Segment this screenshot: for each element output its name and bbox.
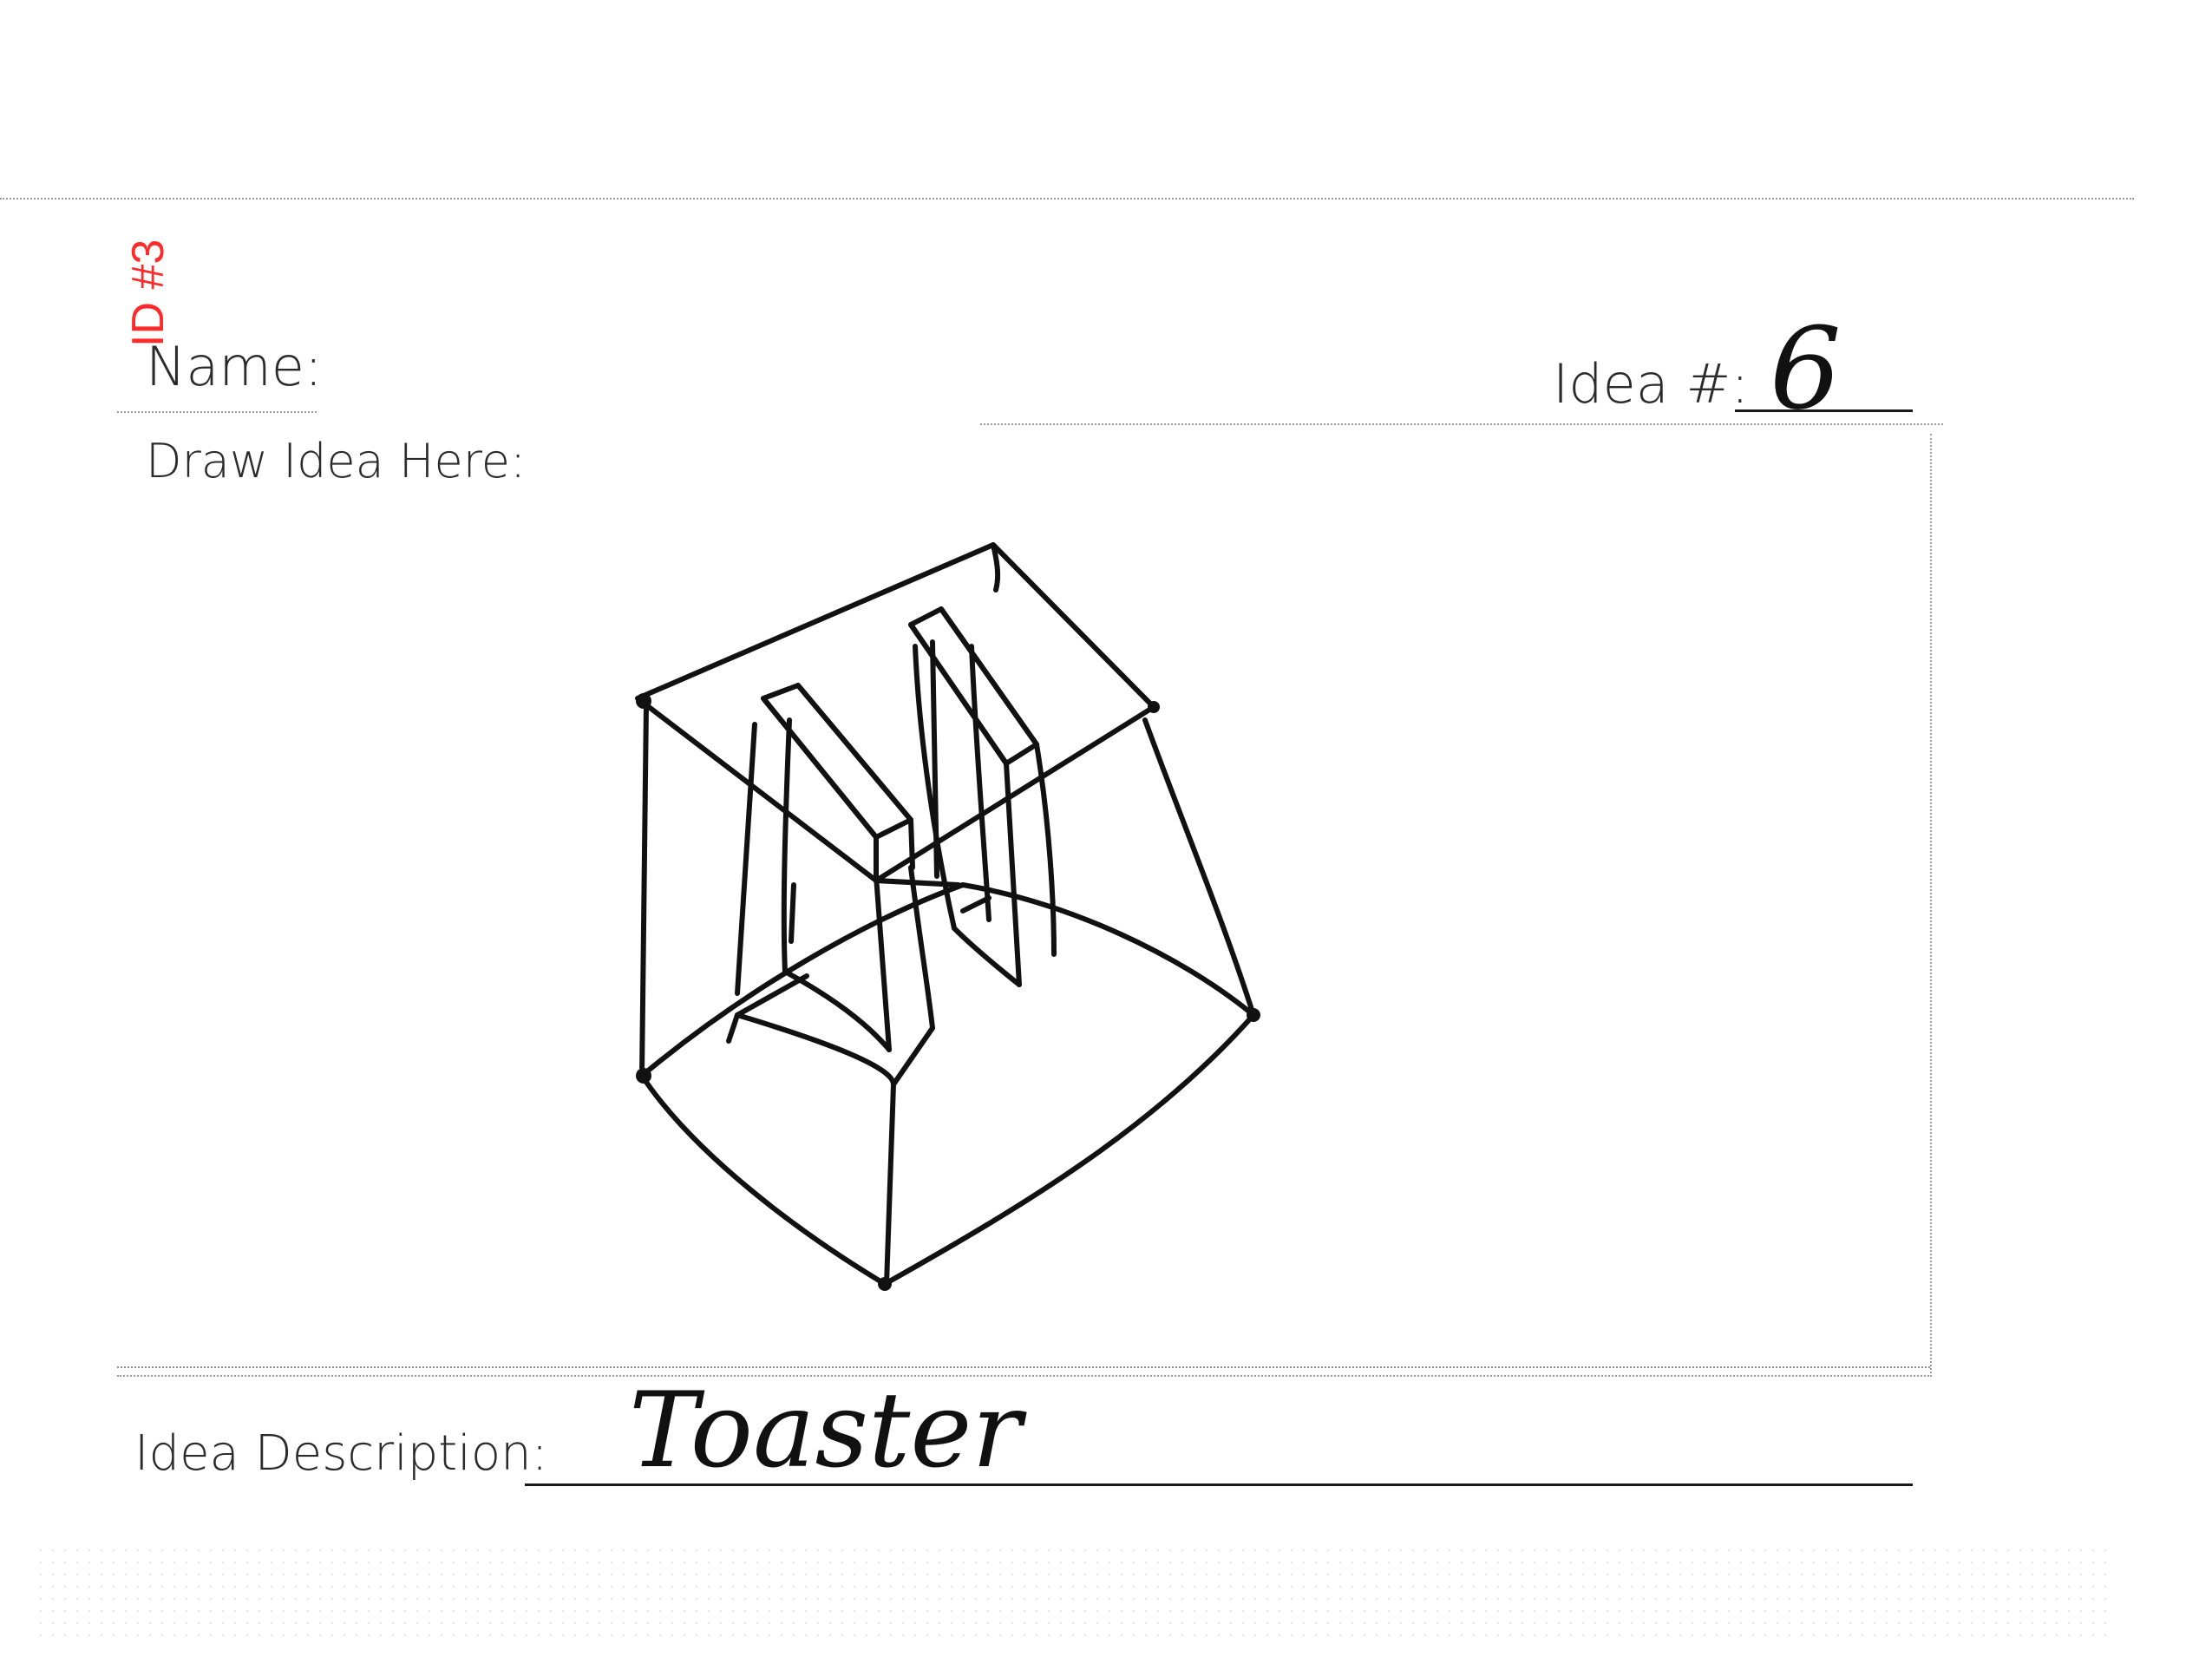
idea-description-value: Toaster (629, 1371, 1022, 1491)
drawing-area (117, 434, 1932, 1377)
header-divider (980, 423, 1943, 425)
idea-number-label: Idea #: (1553, 352, 1750, 416)
name-label: Name: (146, 335, 323, 398)
draw-idea-label: Draw Idea Here: (146, 434, 527, 488)
idea-description-label: Idea Description: (134, 1425, 548, 1482)
idea-number-value: 6 (1770, 303, 1842, 435)
idea-description-underline (525, 1483, 1913, 1486)
drawing-bottom-line (117, 1366, 1930, 1368)
name-underline (117, 411, 317, 413)
scan-noise-band (35, 1544, 2117, 1640)
idea-number-underline (1735, 409, 1913, 412)
scan-top-line (0, 198, 2134, 200)
